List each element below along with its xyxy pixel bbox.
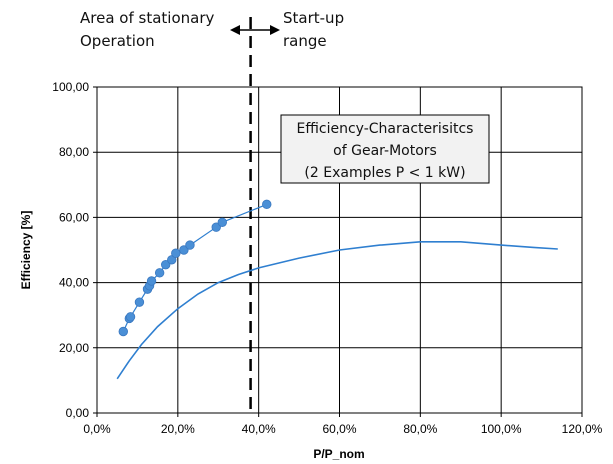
x-tick-label: 20,0% xyxy=(161,422,195,436)
series-1-point xyxy=(171,248,181,258)
x-tick-label: 60,0% xyxy=(322,422,356,436)
annotation-box-line1: Efficiency-Characterisitcs xyxy=(297,121,474,137)
series-1-point xyxy=(161,259,171,270)
stationary-area-label-line1: Area of stationary xyxy=(80,9,214,27)
series-1-point xyxy=(211,222,221,232)
annotation-box: Efficiency-Characterisitcs of Gear-Motor… xyxy=(280,114,490,184)
y-tick-label: 60,00 xyxy=(59,210,89,224)
series-1-point xyxy=(146,276,157,286)
series-2-line xyxy=(116,241,558,380)
annotation-box-line3: (2 Examples P < 1 kW) xyxy=(304,165,465,181)
series-1-line xyxy=(122,203,268,332)
series-1-point xyxy=(217,217,227,227)
series-1-point xyxy=(118,326,128,337)
series-1-point xyxy=(185,240,195,250)
series-1-point xyxy=(134,297,145,307)
annotation-box-line2: of Gear-Motors xyxy=(333,143,437,159)
plot-frame xyxy=(96,86,583,414)
y-tick-label: 0,00 xyxy=(66,406,90,420)
y-tick-label: 40,00 xyxy=(59,276,89,290)
x-tick-label: 0,0% xyxy=(83,422,111,436)
y-tick-label: 80,00 xyxy=(59,145,89,159)
y-tick-label: 20,00 xyxy=(59,341,89,355)
annotation-box-frame xyxy=(280,114,490,184)
series-1-point xyxy=(154,268,165,278)
series-1-point xyxy=(262,199,272,210)
x-tick-label: 80,0% xyxy=(403,422,437,436)
x-axis-title: P/P_nom xyxy=(313,447,364,461)
stationary-area-label-line2: Operation xyxy=(80,32,155,50)
y-axis-title: Efficiency [%] xyxy=(19,211,33,290)
x-tick-label: 120,0% xyxy=(562,422,603,436)
series-1-point xyxy=(179,245,189,255)
startup-range-label-line2: range xyxy=(283,32,327,50)
series-1-point xyxy=(125,312,136,322)
series-layer xyxy=(116,17,558,413)
tick-labels: 0,0% 20,0% 40,0% 60,0% 80,0% 100,0% 120,0% 0,00… xyxy=(52,80,602,436)
x-tick-label: 100,0% xyxy=(481,422,522,436)
double-arrow-icon xyxy=(230,25,280,35)
x-tick-label: 40,0% xyxy=(242,422,276,436)
y-tick-label: 100,00 xyxy=(52,80,89,94)
startup-range-label-line1: Start-up xyxy=(283,9,344,27)
